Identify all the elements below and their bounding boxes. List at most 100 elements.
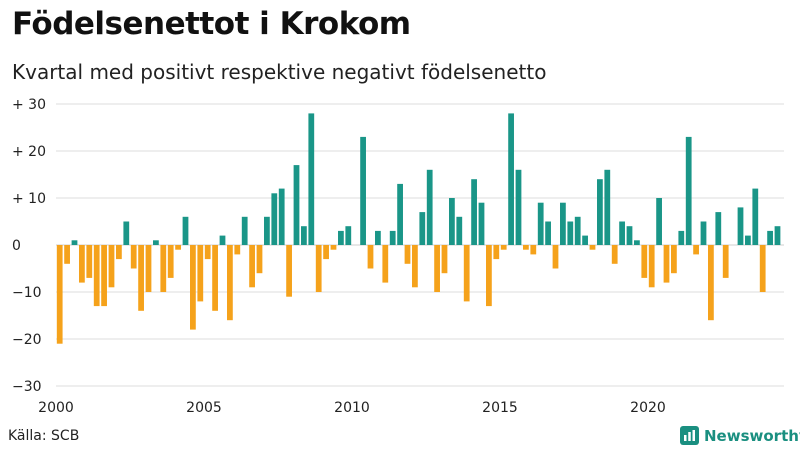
bar-positive [752, 188, 759, 245]
bar-negative [315, 245, 322, 292]
bar-negative [671, 245, 677, 274]
bar-negative [434, 245, 440, 292]
bar-negative [722, 245, 729, 278]
bar-negative [204, 245, 211, 260]
bar-positive [219, 235, 226, 245]
x-tick-label: 2015 [482, 400, 518, 416]
bar-positive [71, 240, 78, 245]
bar-negative [64, 245, 70, 264]
bar-negative [523, 245, 529, 250]
bar-negative [693, 245, 699, 255]
bar-positive [767, 230, 773, 245]
bar-negative [286, 245, 292, 297]
newsworthy-logo-icon [680, 426, 699, 445]
bar-negative [759, 245, 766, 292]
bar-positive [626, 226, 633, 245]
bar-positive [182, 216, 189, 245]
bar-positive [345, 226, 352, 245]
y-tick-label: −20 [12, 332, 42, 348]
y-tick-label: + 20 [12, 144, 46, 160]
bar-negative [130, 245, 137, 269]
bar-positive [264, 216, 270, 245]
bar-negative [145, 245, 152, 292]
bar-positive [715, 212, 722, 245]
bar-positive [271, 193, 278, 245]
bar-negative [463, 245, 470, 302]
bar-negative [86, 245, 93, 278]
chart-title: Födelsenettot i Krokom [12, 6, 411, 42]
bar-positive [308, 113, 315, 246]
bar-positive [619, 221, 625, 245]
bar-negative [530, 245, 537, 255]
bar-positive [537, 202, 544, 245]
bar-negative [663, 245, 670, 283]
bar-negative [493, 245, 500, 260]
bar-negative [500, 245, 507, 250]
bar-negative [79, 245, 85, 283]
bar-negative [382, 245, 389, 283]
bar-positive [582, 235, 588, 245]
bar-positive [478, 202, 485, 245]
bar-positive [471, 179, 477, 245]
bar-negative [441, 245, 448, 274]
brand-name: Newsworthy [704, 426, 800, 445]
bar-positive [597, 179, 603, 245]
bar-positive [634, 240, 640, 245]
bar-negative [160, 245, 167, 292]
x-tick-label: 2020 [630, 400, 666, 416]
bar-negative [330, 245, 337, 250]
bar-negative [249, 245, 255, 288]
bar-positive [449, 198, 455, 245]
bar-negative [641, 245, 648, 278]
bar-positive [685, 136, 692, 245]
bar-positive [293, 165, 300, 245]
x-tick-label: 2005 [186, 400, 222, 416]
bar-negative [190, 245, 196, 330]
bar-negative [589, 245, 596, 250]
x-tick-label: 2000 [38, 400, 74, 416]
y-tick-label: + 10 [12, 191, 46, 207]
bar-negative [412, 245, 418, 288]
bar-positive [278, 188, 285, 245]
bar-positive [360, 136, 366, 245]
bar-negative [234, 245, 241, 255]
brand-logo: Newsworthy [680, 426, 800, 445]
bar-negative [552, 245, 559, 269]
source-note: Källa: SCB [8, 428, 80, 444]
bar-positive [700, 221, 707, 245]
bar-negative [323, 245, 329, 260]
y-tick-label: −10 [12, 285, 42, 301]
y-tick-label: −30 [12, 379, 42, 395]
bar-negative [708, 245, 714, 321]
y-tick-label: 0 [12, 238, 21, 254]
bar-positive [574, 216, 581, 245]
bar-negative [56, 245, 63, 344]
bar-positive [419, 212, 426, 245]
bar-negative [212, 245, 218, 311]
bar-positive [375, 230, 381, 245]
bar-positive [737, 207, 744, 245]
bar-positive [604, 169, 611, 245]
bar-positive [426, 169, 433, 245]
bar-positive [508, 113, 514, 246]
bar-negative [256, 245, 263, 274]
x-tick-label: 2010 [334, 400, 370, 416]
y-tick-label: + 30 [12, 97, 46, 113]
bar-negative [175, 245, 181, 250]
bar-negative [367, 245, 374, 269]
bar-positive [774, 226, 781, 245]
bar-positive [338, 230, 344, 245]
bar-negative [197, 245, 204, 302]
bar-negative [167, 245, 174, 278]
bar-negative [648, 245, 655, 288]
bar-positive [515, 169, 522, 245]
bar-positive [567, 221, 574, 245]
bar-positive [456, 216, 463, 245]
bar-negative [138, 245, 144, 311]
bar-negative [486, 245, 492, 307]
bar-negative [227, 245, 233, 321]
bar-positive [745, 235, 751, 245]
bar-negative [93, 245, 100, 307]
bar-positive [656, 198, 662, 245]
